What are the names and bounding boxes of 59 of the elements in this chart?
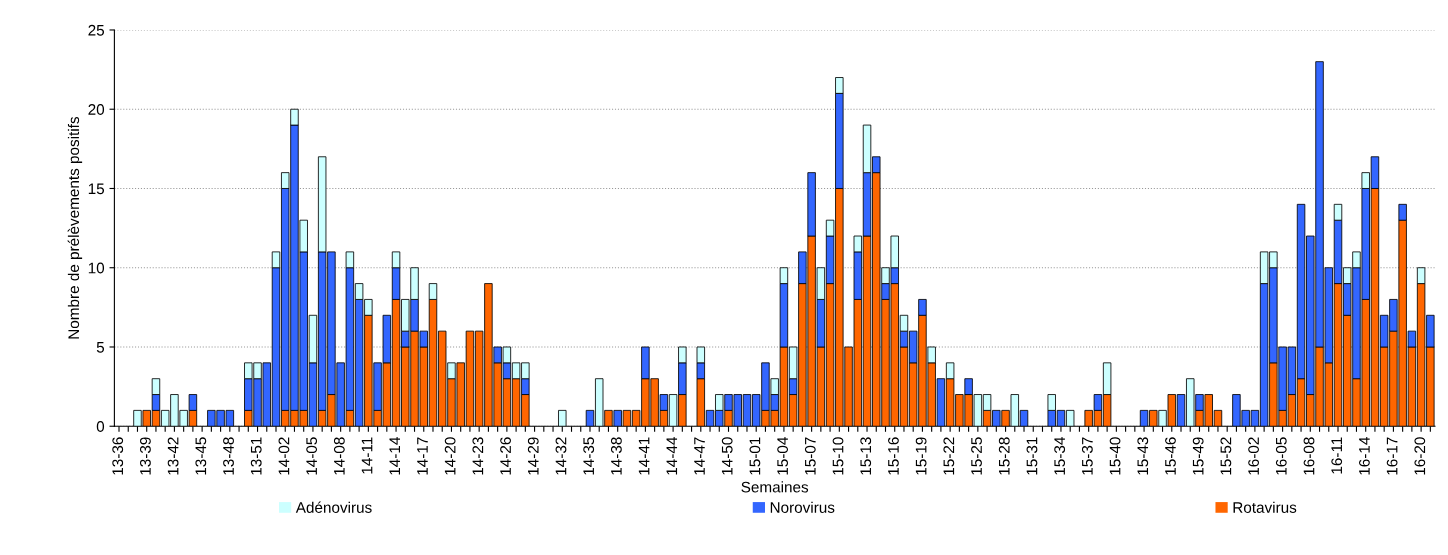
- x-tick-label: 13-48: [223, 437, 234, 475]
- y-tick-label: 10: [88, 262, 105, 274]
- x-tick-label: 14-50: [721, 437, 733, 475]
- x-tick-label: 13-36: [112, 437, 124, 475]
- y-tick-label: 20: [88, 104, 105, 115]
- x-tick-label: 15-34: [1054, 437, 1066, 475]
- x-tick-label: 16-14: [1358, 437, 1370, 475]
- y-tick-label: 25: [88, 24, 105, 36]
- x-tick-label: 15-43: [1137, 437, 1149, 475]
- legend-label: Adénovirus: [295, 501, 372, 513]
- y-tick-label: 5: [96, 342, 105, 353]
- x-tick-label: 15-01: [749, 437, 761, 475]
- x-tick-label: 15-16: [888, 437, 899, 475]
- x-tick-label: 14-44: [666, 437, 678, 475]
- x-tick-label: 15-37: [1081, 437, 1093, 475]
- x-tick-label: 15-28: [998, 437, 1010, 475]
- x-tick-label: 16-05: [1275, 437, 1287, 475]
- y-tick-label: 15: [88, 183, 105, 195]
- x-tick-label: 15-52: [1220, 437, 1232, 475]
- x-tick-label: 13-42: [167, 437, 179, 475]
- x-tick-label: 16-11: [1331, 437, 1343, 474]
- x-tick-label: 14-17: [417, 437, 428, 475]
- y-axis-title: Nombre de prélèvements positifs: [67, 116, 83, 339]
- x-tick-label: 15-46: [1165, 437, 1176, 475]
- x-tick-label: 15-19: [915, 437, 927, 475]
- x-tick-label: 13-51: [250, 437, 262, 475]
- x-tick-label: 15-25: [971, 437, 982, 475]
- x-tick-label: 15-13: [860, 437, 872, 475]
- x-tick-label: 14-05: [306, 437, 318, 475]
- legend-label: Norovirus: [770, 501, 835, 513]
- x-tick-label: 15-40: [1109, 437, 1121, 475]
- x-tick-label: 16-17: [1386, 437, 1398, 475]
- x-tick-label: 14-14: [389, 437, 400, 475]
- x-tick-label: 14-11: [361, 437, 373, 474]
- x-tick-label: 14-20: [444, 437, 456, 475]
- x-tick-label: 15-07: [804, 437, 816, 475]
- x-tick-label: 14-29: [527, 437, 539, 475]
- x-tick-label: 15-10: [832, 437, 844, 475]
- x-tick-label: 13-39: [140, 437, 151, 475]
- x-tick-label: 14-32: [555, 437, 567, 475]
- x-tick-label: 14-26: [500, 437, 511, 475]
- x-tick-label: 14-35: [583, 437, 595, 475]
- x-tick-label: 14-23: [472, 437, 484, 475]
- x-tick-label: 16-08: [1303, 437, 1315, 475]
- x-tick-label: 14-38: [610, 437, 622, 475]
- x-tick-label: 15-49: [1192, 437, 1204, 475]
- x-tick-label: 15-04: [777, 437, 789, 475]
- x-tick-label: 14-08: [333, 437, 345, 475]
- x-tick-label: 16-02: [1248, 437, 1259, 475]
- x-tick-label: 16-20: [1414, 437, 1426, 475]
- x-tick-label: 14-47: [694, 437, 705, 475]
- x-tick-label: 15-22: [943, 437, 955, 475]
- x-tick-label: 13-45: [195, 437, 207, 475]
- x-tick-label: 14-02: [278, 437, 290, 475]
- y-tick-label: 0: [96, 421, 105, 432]
- legend-label: Rotavirus: [1233, 501, 1297, 513]
- x-tick-label: 15-31: [1026, 437, 1038, 475]
- x-axis-title: Semaines: [741, 481, 809, 493]
- x-tick-label: 14-41: [638, 437, 650, 475]
